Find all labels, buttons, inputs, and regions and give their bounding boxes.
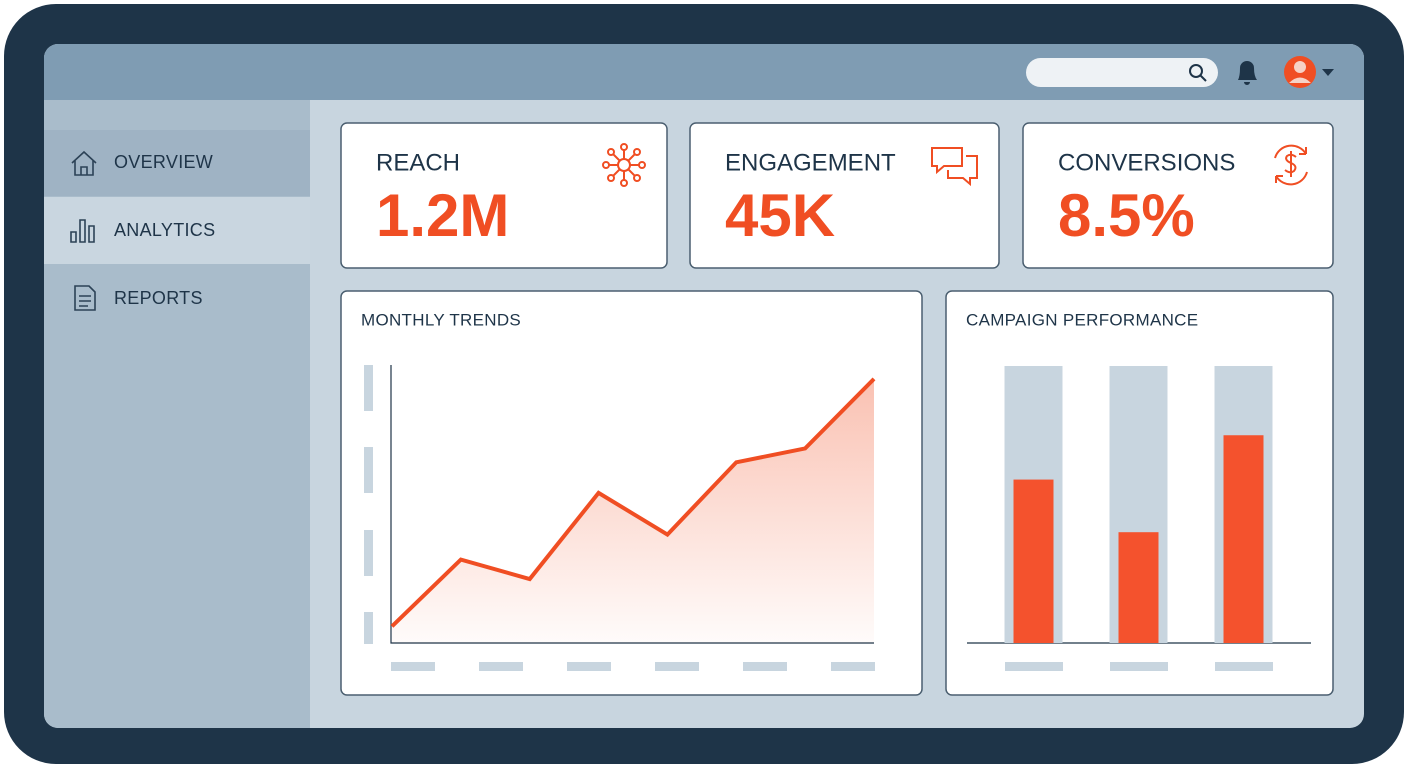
- kpi-card: [1022, 122, 1334, 269]
- kpi-label: CONVERSIONS: [1058, 149, 1235, 176]
- search-icon[interactable]: [1189, 64, 1207, 82]
- kpi-card: [340, 122, 668, 269]
- kpi-label: REACH: [376, 149, 460, 176]
- line-area: [392, 378, 874, 643]
- kpi-card: [689, 122, 1000, 269]
- chart-title: MONTHLY TRENDS: [361, 310, 521, 329]
- currency-icon: [1274, 144, 1308, 186]
- nav-item-bg[interactable]: [44, 130, 310, 196]
- home-icon: [71, 150, 97, 176]
- line: [390, 377, 876, 628]
- search-box[interactable]: [1026, 58, 1218, 87]
- nav-label[interactable]: ANALYTICS: [114, 220, 215, 240]
- kpi-label: ENGAGEMENT: [725, 149, 896, 176]
- kpi-value: 1.2M: [376, 182, 509, 249]
- chat-icon: [931, 147, 978, 187]
- user-avatar[interactable]: [1284, 56, 1334, 88]
- axis-placeholders: [364, 365, 1273, 671]
- bar: [1223, 435, 1264, 643]
- reports-icon: [74, 285, 96, 311]
- nav-label[interactable]: REPORTS: [114, 288, 203, 308]
- kpi-value: 8.5%: [1058, 182, 1195, 249]
- kpi-value: 45K: [725, 182, 835, 249]
- analytics-icon: [70, 219, 95, 243]
- bar: [1013, 479, 1054, 643]
- notifications-icon[interactable]: [1238, 61, 1257, 85]
- network-icon: [602, 143, 646, 187]
- chart-title: CAMPAIGN PERFORMANCE: [966, 310, 1198, 329]
- nav-label[interactable]: OVERVIEW: [114, 152, 213, 172]
- top-bar: [44, 44, 1364, 100]
- bar: [1118, 532, 1159, 643]
